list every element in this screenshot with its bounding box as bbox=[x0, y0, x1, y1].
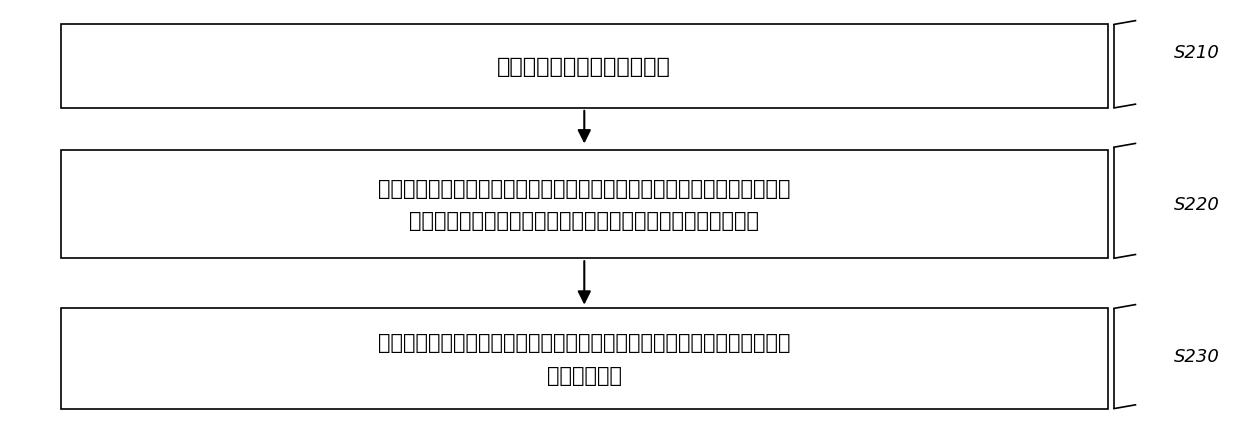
Text: 获取甲氨蝶呤的代谢样本数据: 获取甲氨蝶呤的代谢样本数据 bbox=[497, 57, 671, 77]
Text: S220: S220 bbox=[1173, 196, 1219, 214]
Text: 根据胞内甲氨蝶呤含量、胞内化合物含量变化时间以及胞内多聚谷氨酸甲氨
蝶呤含量，得到甲氨蝶呤与多聚谷氨酸甲氨蝶呤的转换速率参数: 根据胞内甲氨蝶呤含量、胞内化合物含量变化时间以及胞内多聚谷氨酸甲氨 蝶呤含量，得… bbox=[378, 178, 791, 231]
FancyBboxPatch shape bbox=[61, 25, 1109, 108]
Text: S230: S230 bbox=[1173, 348, 1219, 365]
Text: 根据甲氨蝶呤与多聚谷氨酸甲氨蝶呤的转换速率参数，构建甲氨蝶呤胞内代
谢动力学模型: 根据甲氨蝶呤与多聚谷氨酸甲氨蝶呤的转换速率参数，构建甲氨蝶呤胞内代 谢动力学模型 bbox=[378, 332, 791, 385]
Text: S210: S210 bbox=[1173, 43, 1219, 61]
FancyBboxPatch shape bbox=[61, 309, 1109, 409]
FancyBboxPatch shape bbox=[61, 150, 1109, 259]
